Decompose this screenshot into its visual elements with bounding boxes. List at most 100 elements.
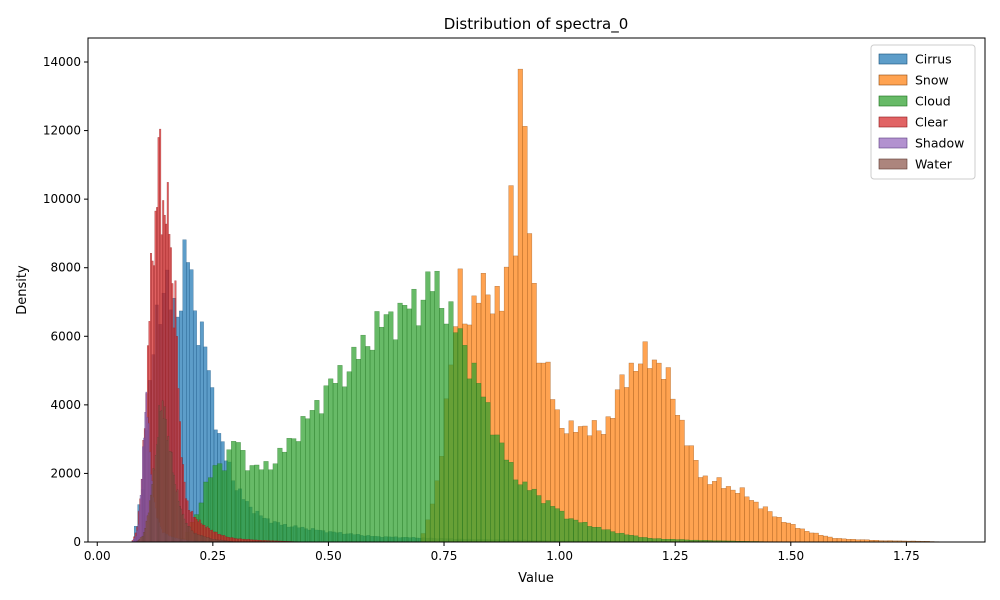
legend-label: Water bbox=[915, 157, 953, 172]
histogram-bar bbox=[725, 486, 731, 543]
histogram-bar bbox=[462, 345, 468, 543]
histogram-bar bbox=[471, 362, 477, 543]
histogram-bar bbox=[379, 326, 385, 543]
histogram-bar bbox=[832, 538, 838, 543]
histogram-bar bbox=[323, 385, 329, 543]
histogram-bar bbox=[591, 527, 597, 543]
histogram-bar bbox=[707, 484, 713, 543]
histogram-bar bbox=[522, 481, 528, 543]
plot-bars bbox=[131, 68, 944, 543]
histogram-bar bbox=[420, 299, 426, 543]
histogram-bar bbox=[192, 310, 197, 543]
histogram-bar bbox=[624, 534, 630, 543]
histogram-bar bbox=[591, 420, 597, 543]
histogram-bar bbox=[628, 535, 634, 543]
histogram-bar bbox=[665, 367, 671, 543]
histogram-bar bbox=[286, 438, 292, 543]
histogram-bar bbox=[540, 503, 546, 543]
histogram-bar bbox=[536, 495, 542, 543]
histogram-bar bbox=[836, 538, 842, 543]
legend-swatch bbox=[878, 158, 908, 170]
legend-label: Snow bbox=[915, 73, 949, 88]
histogram-bar bbox=[240, 450, 246, 543]
histogram-bar bbox=[573, 519, 579, 543]
histogram-bar bbox=[360, 334, 366, 543]
x-axis-ticks: 0.00 0.25 0.50 0.75 1.00 1.25 1.50 1.75 bbox=[84, 542, 920, 563]
histogram-bar bbox=[772, 516, 778, 543]
histogram-bar bbox=[624, 387, 630, 543]
histogram-bar bbox=[439, 308, 445, 543]
histogram-bar bbox=[397, 302, 403, 543]
histogram-bar bbox=[309, 410, 315, 543]
histogram-bar bbox=[619, 374, 625, 543]
histogram-bar bbox=[656, 538, 662, 543]
histogram-bar bbox=[716, 477, 722, 543]
y-tick-label: 14000 bbox=[43, 55, 81, 69]
histogram-bar bbox=[776, 517, 782, 543]
histogram-bar bbox=[656, 362, 662, 543]
histogram-bar bbox=[698, 477, 704, 543]
legend: Cirrus Snow Cloud Clear Shadow Water bbox=[870, 44, 976, 180]
histogram-bar bbox=[559, 510, 565, 543]
histogram-bar bbox=[291, 438, 297, 543]
histogram-bar bbox=[388, 311, 394, 543]
histogram-bar bbox=[466, 378, 472, 543]
histogram-bar bbox=[781, 522, 787, 543]
histogram-bar bbox=[795, 528, 801, 543]
histogram-bar bbox=[675, 415, 681, 543]
histogram-bar bbox=[503, 459, 509, 543]
histogram-bar bbox=[457, 328, 463, 543]
legend-label: Clear bbox=[915, 115, 949, 130]
histogram-bar bbox=[411, 288, 417, 543]
histogram-bar bbox=[827, 536, 833, 543]
histogram-bar bbox=[610, 418, 616, 543]
histogram-bar bbox=[425, 271, 431, 543]
histogram-bar bbox=[369, 349, 375, 543]
legend-label: Shadow bbox=[915, 136, 964, 151]
histogram-bar bbox=[647, 538, 653, 543]
histogram-bar bbox=[355, 358, 361, 543]
histogram-bar bbox=[818, 534, 824, 543]
chart-title: Distribution of spectra_0 bbox=[444, 15, 629, 34]
histogram-bar bbox=[647, 368, 653, 543]
x-tick-label: 1.50 bbox=[777, 549, 804, 563]
histogram-bar bbox=[582, 522, 588, 543]
y-axis-label: Density bbox=[15, 265, 30, 315]
histogram-bar bbox=[277, 447, 283, 543]
histogram-bar bbox=[735, 493, 741, 543]
series-cloud bbox=[180, 270, 791, 543]
histogram-bar bbox=[402, 305, 408, 543]
histogram-bar bbox=[434, 270, 440, 543]
histogram-bar bbox=[739, 487, 745, 543]
histogram-bar bbox=[619, 532, 625, 543]
legend-swatch bbox=[878, 74, 908, 86]
histogram-bar bbox=[596, 527, 602, 543]
histogram-bar bbox=[605, 529, 611, 543]
histogram-bar bbox=[628, 362, 634, 543]
histogram-bar bbox=[485, 402, 491, 543]
histogram-bar bbox=[522, 126, 528, 543]
histogram-bar bbox=[614, 389, 620, 543]
axes-frame bbox=[87, 37, 986, 543]
histogram-bar bbox=[249, 465, 255, 543]
histogram-bar bbox=[305, 418, 311, 543]
histogram-bar bbox=[365, 346, 371, 543]
histogram-bar bbox=[476, 383, 482, 543]
histogram-bar bbox=[813, 532, 819, 543]
histogram-bar bbox=[351, 346, 357, 543]
legend-swatch bbox=[878, 53, 908, 65]
histogram-bar bbox=[748, 500, 755, 543]
histogram-bar bbox=[346, 371, 352, 543]
y-tick-label: 0 bbox=[73, 535, 81, 549]
histogram-bar bbox=[374, 311, 380, 543]
histogram-bar bbox=[212, 465, 218, 543]
histogram-bar bbox=[332, 383, 338, 543]
histogram-bar bbox=[300, 416, 306, 543]
histogram-bar bbox=[633, 535, 639, 543]
legend-label: Cirrus bbox=[915, 52, 952, 67]
legend-label: Cloud bbox=[915, 94, 951, 109]
histogram-bar bbox=[614, 533, 620, 543]
y-tick-label: 12000 bbox=[43, 124, 81, 138]
histogram-bar bbox=[693, 460, 699, 543]
